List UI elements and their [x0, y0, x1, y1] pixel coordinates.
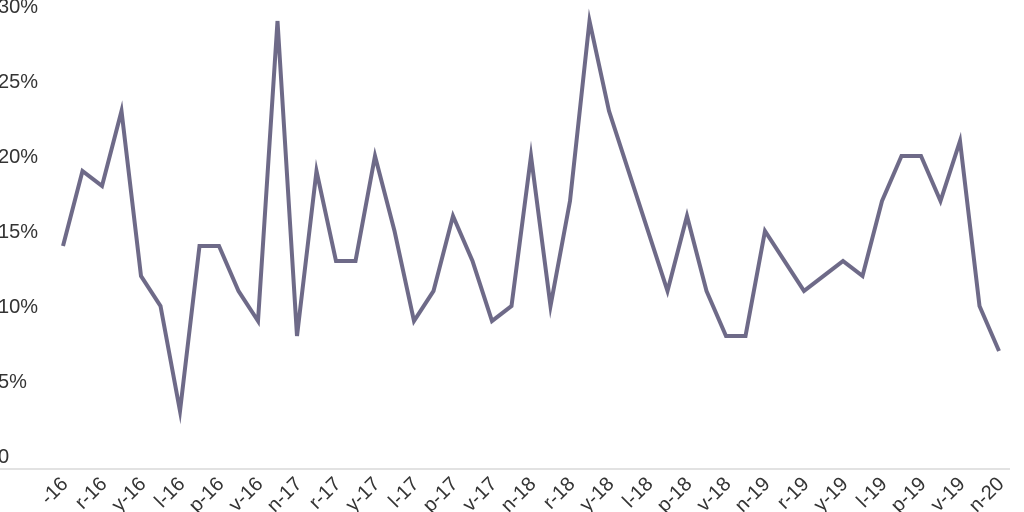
- x-tick-label: y-17: [341, 473, 384, 512]
- y-tick-label: 10%: [0, 296, 38, 318]
- x-tick-label: l-16: [150, 473, 189, 512]
- x-axis-tick-labels: -16r-16y-16 l-16p-16v-16n-17r-17y-17 l-17p…: [37, 473, 1009, 512]
- x-tick-label: p-17: [419, 473, 463, 512]
- y-tick-label: 0: [0, 446, 9, 468]
- x-tick-label: v-17: [458, 473, 501, 512]
- y-tick-label: 5%: [0, 371, 27, 393]
- x-tick-label: l-18: [618, 473, 657, 512]
- x-tick-label: y-19: [809, 473, 852, 512]
- x-tick-label: y-18: [575, 473, 618, 512]
- y-tick-label: 15%: [0, 221, 38, 243]
- x-tick-label: n-19: [731, 473, 775, 512]
- series-line: [61, 8, 1001, 425]
- x-tick-label: l-19: [852, 473, 891, 512]
- x-tick-label: p-16: [185, 473, 229, 512]
- x-tick-label: p-19: [887, 473, 931, 512]
- x-tick-label: p-18: [653, 473, 697, 512]
- x-tick-label: -16: [37, 473, 73, 509]
- x-tick-label: r-17: [305, 473, 346, 512]
- x-tick-label: r-16: [71, 473, 112, 512]
- x-tick-label: v-16: [224, 473, 267, 512]
- x-tick-label: y-16: [107, 473, 150, 512]
- x-tick-label: n-18: [497, 473, 541, 512]
- series-points: [62, 20, 1001, 413]
- y-tick-label: 20%: [0, 146, 38, 168]
- y-axis-tick-labels: 0 5% 10% 15% 20% 25% 30%: [0, 0, 38, 468]
- x-tick-label: n-20: [965, 473, 1009, 512]
- y-tick-label: 30%: [0, 0, 38, 18]
- x-tick-label: v-19: [926, 473, 969, 512]
- x-tick-label: n-17: [263, 473, 307, 512]
- y-tick-label: 25%: [0, 71, 38, 93]
- x-tick-label: r-19: [773, 473, 814, 512]
- x-tick-label: v-18: [692, 473, 735, 512]
- x-tick-label: l-17: [384, 473, 423, 512]
- x-tick-label: r-18: [539, 473, 580, 512]
